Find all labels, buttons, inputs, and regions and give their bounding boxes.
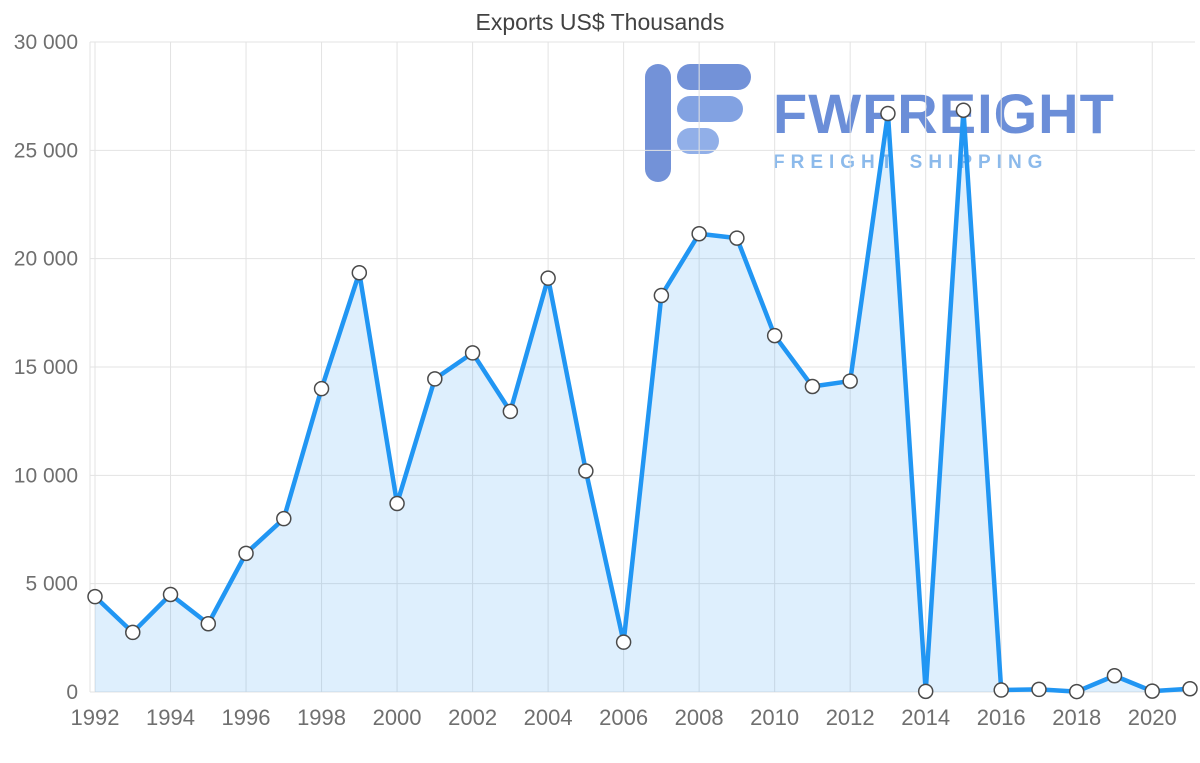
watermark-brand: FWFREIGHT [773,82,1115,145]
x-tick-label: 2016 [977,705,1026,730]
data-point-marker [729,230,745,246]
y-tick-label: 30 000 [14,31,78,54]
x-tick-label: 1996 [222,705,271,730]
data-point-marker [653,287,670,304]
y-tick-label: 10 000 [14,464,78,487]
data-point-marker [1106,668,1123,684]
y-tick-label: 0 [66,681,78,704]
data-point-marker [125,624,141,641]
area-fill [95,110,1190,692]
data-point-marker [955,102,972,118]
x-tick-label: 2010 [750,705,799,730]
data-point-marker [427,371,443,387]
data-point-marker [313,380,330,397]
chart-title: Exports US$ Thousands [475,9,725,35]
x-tick-label: 2008 [675,705,724,730]
data-point-marker [1031,681,1047,698]
x-tick-label: 2002 [448,705,497,730]
y-tick-label: 25 000 [14,139,78,162]
data-point-marker [615,634,632,650]
data-point-marker [917,683,934,700]
watermark-subtitle: FREIGHT SHIPPING [773,152,1049,173]
data-point-marker [1144,683,1160,699]
watermark-text: FWFREIGHT FREIGHT SHIPPING [773,64,1136,174]
x-tick-label: 1994 [146,705,195,730]
data-point-marker [880,105,896,122]
x-tick-label: 2006 [599,705,648,730]
data-point-marker [691,226,707,242]
data-point-marker [1182,681,1198,697]
y-tick-label: 20 000 [14,248,78,271]
data-point-marker [238,545,254,562]
y-tick-label: 15 000 [14,356,78,379]
fwfreight-logo-icon [645,64,751,182]
x-tick-label: 1992 [71,705,120,730]
data-point-marker [502,403,519,420]
data-point-marker [200,616,217,632]
y-tick-label: 5 000 [25,573,78,596]
data-point-marker [87,588,103,605]
x-tick-label: 2000 [373,705,422,730]
data-point-marker [276,510,292,527]
data-point-marker [578,463,594,479]
data-point-marker [993,682,1009,698]
data-point-marker [842,373,858,389]
data-point-marker [351,265,368,281]
x-tick-label: 2018 [1052,705,1101,730]
x-tick-label: 2020 [1128,705,1177,730]
x-tick-label: 1998 [297,705,346,730]
data-point-marker [804,378,821,395]
x-tick-label: 2012 [826,705,875,730]
x-tick-label: 2004 [524,705,573,730]
watermark: FWFREIGHT FREIGHT SHIPPING [645,64,1136,182]
data-point-marker [540,270,556,286]
data-point-marker [464,345,481,361]
data-point-marker [1068,683,1085,700]
data-point-marker [766,327,783,344]
data-point-marker [389,495,405,512]
x-tick-label: 2014 [901,705,950,730]
data-point-marker [162,586,179,603]
